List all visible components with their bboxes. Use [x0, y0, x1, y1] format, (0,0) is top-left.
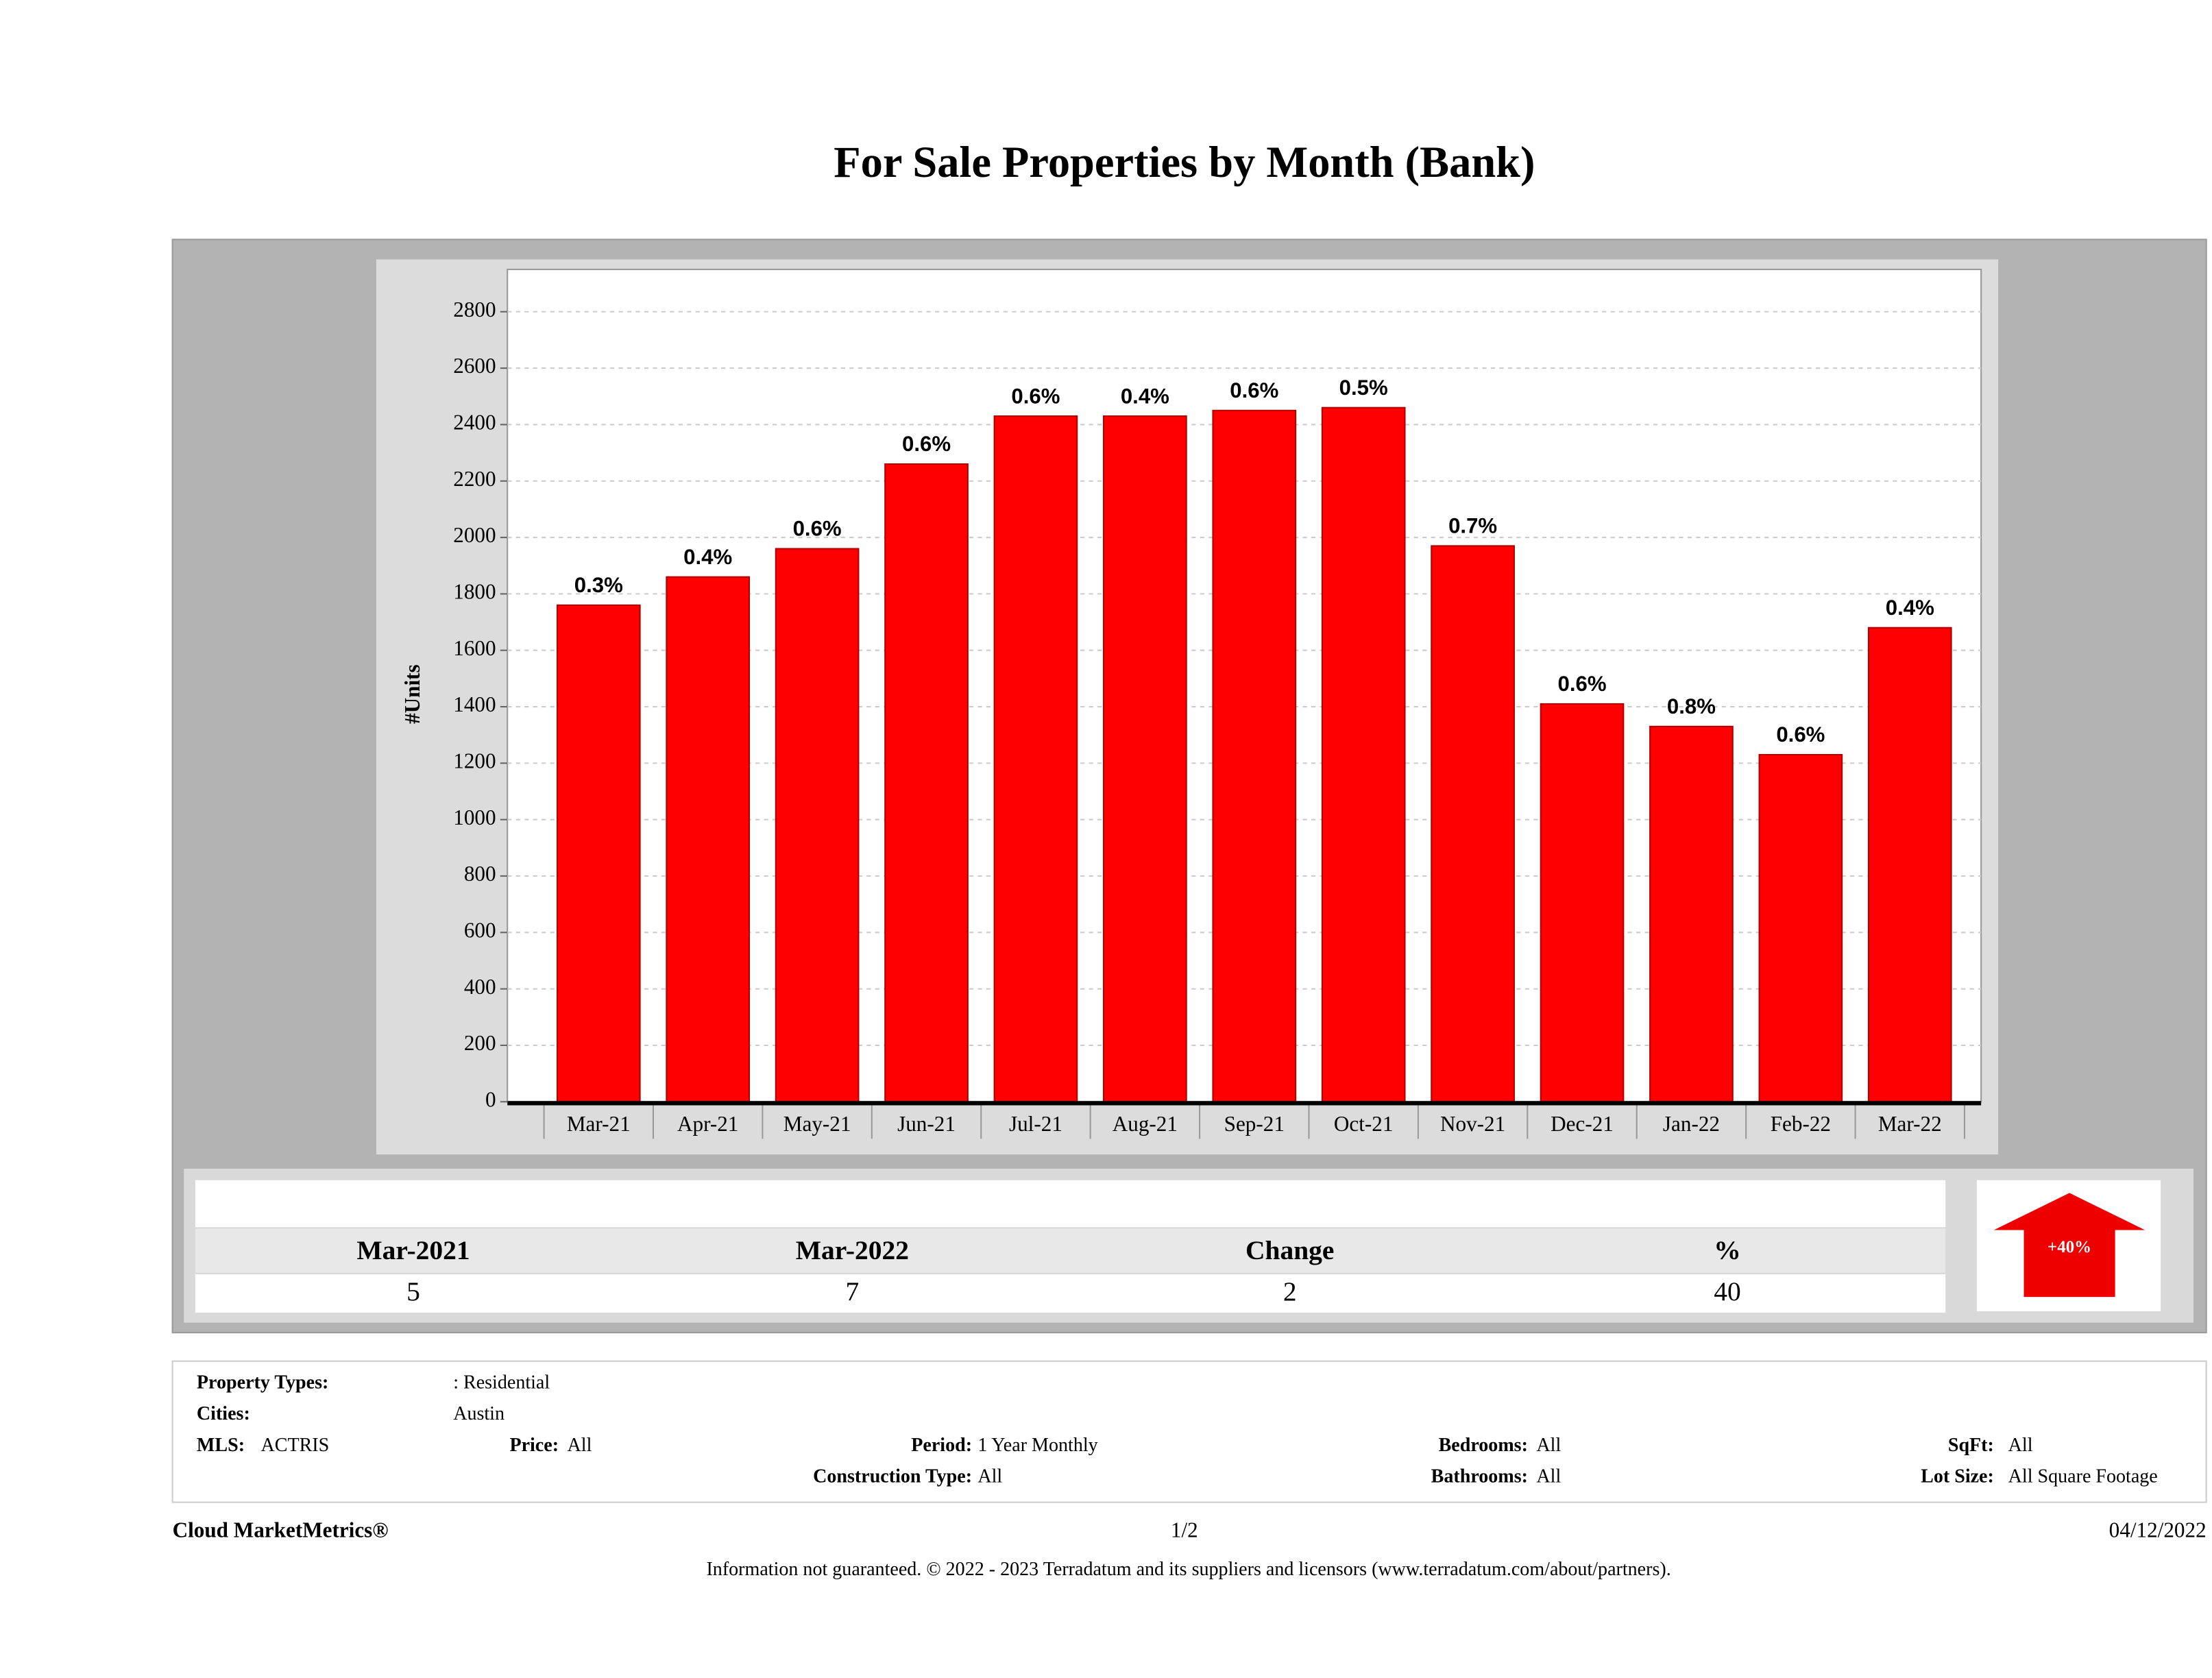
summary-header: Mar-2021: [356, 1235, 470, 1265]
x-tick-label: Nov-21: [1440, 1112, 1505, 1136]
criteria-label: Price:: [509, 1435, 559, 1456]
bar: [1867, 627, 1952, 1103]
report-date: 04/12/2022: [2109, 1518, 2207, 1542]
y-tick-label: 2600: [453, 354, 496, 378]
bar-label: 0.3%: [574, 573, 623, 597]
x-tick-label: Dec-21: [1551, 1112, 1614, 1136]
y-tick-label: 400: [464, 975, 496, 999]
y-tick-label: 2800: [453, 297, 496, 321]
bar: [1212, 409, 1297, 1103]
criteria-value: All: [977, 1466, 1002, 1487]
bar: [556, 604, 641, 1103]
criteria-label: Period:: [911, 1435, 972, 1456]
bar: [1431, 545, 1515, 1103]
criteria-value: All: [1536, 1466, 1561, 1487]
criteria-value: 1 Year Monthly: [977, 1435, 1097, 1456]
bar-label: 0.6%: [1558, 672, 1607, 696]
criteria-box: [171, 1360, 2207, 1503]
y-tick-label: 2000: [453, 523, 496, 547]
y-tick-label: 1200: [453, 749, 496, 773]
summary-value: 5: [406, 1276, 420, 1306]
criteria-value: : Residential: [453, 1372, 550, 1393]
y-tick-label: 0: [485, 1087, 496, 1111]
summary-blank: [195, 1180, 1946, 1228]
summary-value-row: [195, 1274, 1946, 1313]
chart-title: For Sale Properties by Month (Bank): [834, 138, 1535, 186]
x-tick-label: Jan-22: [1663, 1112, 1720, 1136]
x-tick-label: Sep-21: [1224, 1112, 1285, 1136]
y-tick-label: 1000: [453, 805, 496, 829]
criteria-value: Austin: [453, 1403, 505, 1424]
criteria-label: Cities:: [197, 1403, 250, 1424]
summary-value: 2: [1283, 1276, 1297, 1306]
bar: [1758, 753, 1843, 1103]
summary-header: Mar-2022: [796, 1235, 909, 1265]
bar: [666, 576, 751, 1103]
bar: [884, 463, 969, 1103]
bar: [1540, 703, 1625, 1103]
bar-label: 0.4%: [1886, 596, 1934, 620]
y-tick-label: 800: [464, 862, 496, 886]
page-number: 1/2: [1171, 1518, 1198, 1542]
criteria-label: Lot Size:: [1921, 1466, 1994, 1487]
criteria-label: Bathrooms:: [1431, 1466, 1528, 1487]
up-arrow: [1993, 1193, 2146, 1298]
disclaimer: Information not guaranteed. © 2022 - 202…: [706, 1559, 1670, 1580]
bar-label: 0.8%: [1667, 694, 1716, 718]
criteria-label: MLS:: [197, 1435, 245, 1456]
bar-label: 0.6%: [902, 432, 951, 456]
x-tick-label: Jul-21: [1009, 1112, 1062, 1136]
y-tick-label: 1800: [453, 580, 496, 604]
bar: [1103, 415, 1187, 1103]
criteria-label: SqFt:: [1948, 1435, 1994, 1456]
summary-value: 7: [846, 1276, 860, 1306]
y-tick-label: 2400: [453, 411, 496, 435]
summary-header: %: [1714, 1235, 1741, 1265]
y-tick-label: 2200: [453, 467, 496, 491]
bar-label: 0.6%: [1011, 384, 1060, 408]
bar-label: 0.4%: [683, 545, 732, 569]
bar: [775, 548, 860, 1103]
x-tick-label: Feb-22: [1771, 1112, 1831, 1136]
summary-header: Change: [1245, 1235, 1334, 1265]
bar: [1321, 406, 1406, 1103]
bar-label: 0.7%: [1448, 514, 1497, 538]
y-axis-label: #Units: [400, 664, 424, 724]
x-tick-label: Apr-21: [677, 1112, 738, 1136]
criteria-label: Property Types:: [197, 1372, 328, 1393]
y-tick-label: 1400: [453, 692, 496, 716]
bar: [1649, 725, 1734, 1103]
bar-label: 0.6%: [793, 517, 842, 541]
arrow-label: +40%: [2047, 1238, 2091, 1256]
brand: Cloud MarketMetrics®: [173, 1518, 389, 1542]
bar-label: 0.6%: [1776, 722, 1825, 746]
x-tick-label: May-21: [783, 1112, 851, 1136]
x-tick-label: Aug-21: [1113, 1112, 1178, 1136]
criteria-value: All Square Footage: [2008, 1466, 2158, 1487]
summary-header-row: [195, 1228, 1946, 1273]
bar-label: 0.6%: [1230, 378, 1278, 402]
bar-label: 0.4%: [1121, 384, 1169, 408]
criteria-label: Bedrooms:: [1439, 1435, 1528, 1456]
x-tick-label: Mar-21: [567, 1112, 631, 1136]
summary-value: 40: [1714, 1276, 1741, 1306]
y-tick-label: 600: [464, 918, 496, 942]
x-tick-label: Mar-22: [1878, 1112, 1942, 1136]
criteria-value: All: [568, 1435, 592, 1456]
bar-label: 0.5%: [1339, 376, 1388, 400]
criteria-value: All: [2008, 1435, 2033, 1456]
criteria-value: All: [1536, 1435, 1561, 1456]
x-tick-label: Oct-21: [1334, 1112, 1394, 1136]
criteria-value: ACTRIS: [261, 1435, 330, 1456]
bar: [993, 415, 1078, 1103]
y-tick-label: 1600: [453, 636, 496, 660]
x-tick-label: Jun-21: [897, 1112, 956, 1136]
y-tick-label: 200: [464, 1031, 496, 1055]
criteria-label: Construction Type:: [813, 1466, 972, 1487]
